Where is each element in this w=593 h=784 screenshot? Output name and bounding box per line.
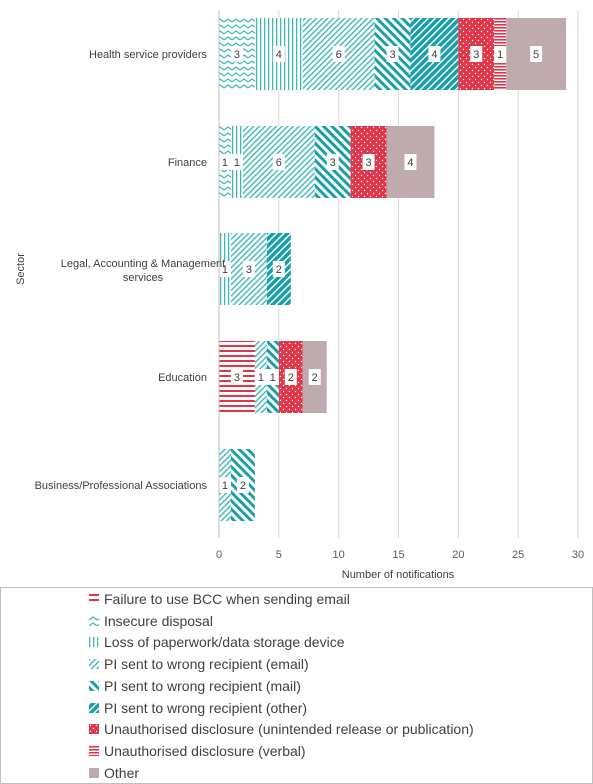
data-label-bg <box>230 154 243 170</box>
legend-label: PI sent to wrong recipient (other) <box>104 699 308 716</box>
legend-label: Unauthorised disclosure (verbal) <box>104 742 306 759</box>
x-tick-label: 10 <box>333 549 345 561</box>
data-label-bg <box>218 261 231 277</box>
data-label: 2 <box>240 480 246 492</box>
data-label-bg <box>272 154 285 170</box>
data-label-bg <box>362 154 375 170</box>
legend-swatch <box>89 615 99 626</box>
data-label: 4 <box>431 49 437 61</box>
data-label-bg <box>332 46 345 62</box>
data-label: 4 <box>407 157 413 169</box>
y-tick-label: Finance <box>168 157 207 169</box>
data-label: 2 <box>276 264 282 276</box>
x-tick-label: 20 <box>452 549 464 561</box>
legend-item: PI sent to wrong recipient (mail) <box>89 676 301 696</box>
data-label: 3 <box>246 264 252 276</box>
data-label-bg <box>272 261 285 277</box>
data-label: 6 <box>336 49 342 61</box>
data-label: 1 <box>258 372 264 384</box>
data-label: 1 <box>222 157 228 169</box>
bars <box>219 18 567 521</box>
y-tick-label: Education <box>158 372 207 384</box>
data-label: 6 <box>276 157 282 169</box>
y-tick-label: Legal, Accounting & Management services <box>61 258 226 284</box>
legend: Failure to use BCC when sending email Ins… <box>0 587 593 784</box>
data-label-bg <box>470 46 483 62</box>
data-label-bg <box>230 46 243 62</box>
legend-swatch <box>89 659 99 670</box>
legend-label: Unauthorised disclosure (unintended rele… <box>104 721 474 738</box>
x-tick-label: 15 <box>392 549 404 561</box>
legend-swatch <box>89 724 99 735</box>
data-label-bg <box>242 261 255 277</box>
data-label-bg <box>404 154 417 170</box>
data-label-bg <box>266 369 279 385</box>
legend-swatch <box>89 680 99 691</box>
y-tick-label: Business/Professional Associations <box>35 480 208 492</box>
x-tick-label: 5 <box>276 549 282 561</box>
legend-item: Unauthorised disclosure (verbal) <box>89 741 306 761</box>
data-label: 2 <box>288 372 294 384</box>
data-label: 3 <box>366 157 372 169</box>
data-label: 1 <box>222 480 228 492</box>
data-label-bg <box>230 369 243 385</box>
axes: Health service providers Finance Legal, Ac… <box>35 10 226 538</box>
data-label: 1 <box>222 264 228 276</box>
legend-label: Insecure disposal <box>104 612 213 629</box>
legend-swatch <box>89 637 99 648</box>
data-label-bg <box>218 154 231 170</box>
legend-label: PI sent to wrong recipient (mail) <box>104 677 301 694</box>
data-label: 1 <box>497 49 503 61</box>
data-label-bg <box>494 46 507 62</box>
data-label: 2 <box>312 372 318 384</box>
data-label-bg <box>308 369 321 385</box>
legend-item: Unauthorised disclosure (unintended rele… <box>89 719 474 739</box>
data-label: 1 <box>270 372 276 384</box>
data-label-bg <box>218 477 231 493</box>
legend-item: Failure to use BCC when sending email <box>89 589 350 609</box>
data-label-bg <box>272 46 285 62</box>
x-tick-label: 30 <box>572 549 584 561</box>
legend-swatch <box>89 767 99 778</box>
data-label: 3 <box>389 49 395 61</box>
data-label-bg <box>530 46 543 62</box>
data-label: 1 <box>234 157 240 169</box>
legend-label: Loss of paperwork/data storage device <box>104 634 345 651</box>
data-label-bg <box>386 46 399 62</box>
legend-item: PI sent to wrong recipient (other) <box>89 698 307 718</box>
legend-label: PI sent to wrong recipient (email) <box>104 656 309 673</box>
x-tick-label: 0 <box>216 549 222 561</box>
data-label-bg <box>284 369 297 385</box>
data-label: 4 <box>276 49 282 61</box>
legend-item: Loss of paperwork/data storage device <box>89 632 344 652</box>
data-label: 3 <box>234 372 240 384</box>
data-label: 3 <box>473 49 479 61</box>
legend-label: Failure to use BCC when sending email <box>104 591 350 607</box>
data-label-bg <box>236 477 249 493</box>
gridlines: 0 5 10 15 20 25 30 <box>216 10 584 561</box>
x-tick-label: 25 <box>512 549 524 561</box>
legend-label: Other <box>104 764 140 781</box>
x-axis-title: Number of notifications <box>342 569 455 581</box>
legend-item: Insecure disposal <box>89 611 213 631</box>
y-axis-title: Sector <box>15 253 27 285</box>
legend-item: PI sent to wrong recipient (email) <box>89 654 309 674</box>
data-label: 3 <box>234 49 240 61</box>
chart: 0 5 10 15 20 25 30 3 4 6 3 4 3 1 51 1 6 3 3 41 3 23 1 1 2 21 2 He… <box>15 10 584 581</box>
data-labels: 3 4 6 3 4 3 1 51 1 6 3 3 41 3 23 1 1 2 21 2 <box>218 46 543 493</box>
data-label-bg <box>326 154 339 170</box>
legend-item: Other <box>89 763 139 783</box>
data-label: 3 <box>330 157 336 169</box>
data-label-bg <box>254 369 267 385</box>
legend-swatch <box>89 702 99 713</box>
data-label: 5 <box>533 49 539 61</box>
legend-swatch <box>89 745 99 756</box>
y-tick-label: Health service providers <box>89 49 207 61</box>
data-label-bg <box>428 46 441 62</box>
legend-swatch <box>89 594 99 604</box>
